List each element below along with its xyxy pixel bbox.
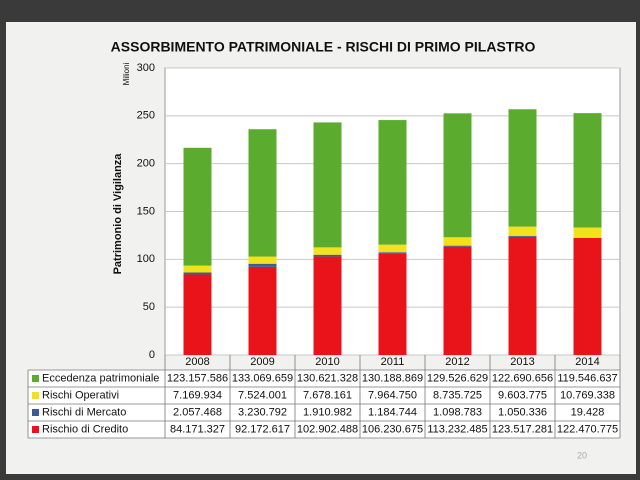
table-value: 119.546.637 bbox=[557, 372, 617, 384]
y-tick-label: 250 bbox=[137, 110, 155, 122]
bar-segment bbox=[313, 254, 342, 257]
x-tick-label: 2011 bbox=[381, 356, 405, 368]
bar-segment bbox=[183, 274, 212, 355]
bar-segment bbox=[508, 109, 537, 227]
table-value: 2.057.468 bbox=[173, 406, 222, 418]
bar-segment bbox=[573, 237, 602, 355]
table-value: 122.690.656 bbox=[492, 372, 553, 384]
x-tick-label: 2008 bbox=[185, 356, 209, 368]
table-value: 129.526.629 bbox=[427, 372, 488, 384]
table-value: 102.902.488 bbox=[297, 423, 358, 435]
table-value: 7.524.001 bbox=[238, 389, 287, 401]
bar-segment bbox=[313, 247, 342, 255]
table-value: 122.470.775 bbox=[557, 423, 618, 435]
table-value: 3.230.792 bbox=[238, 406, 287, 418]
bar-segment bbox=[183, 265, 212, 273]
x-tick-label: 2014 bbox=[575, 356, 599, 368]
table-value: 133.069.659 bbox=[232, 372, 293, 384]
table-value: 130.621.328 bbox=[297, 372, 358, 384]
bar-segment bbox=[443, 245, 472, 247]
bar-segment bbox=[378, 120, 407, 245]
bar-segment bbox=[508, 236, 537, 355]
y-tick-label: 300 bbox=[137, 62, 155, 74]
bar-segment bbox=[573, 227, 602, 238]
bar-segment bbox=[378, 244, 407, 253]
y-tick-label: 50 bbox=[143, 301, 155, 313]
x-tick-label: 2012 bbox=[445, 356, 469, 368]
legend-label: Rischi di Mercato bbox=[42, 406, 126, 418]
bar-segment bbox=[313, 256, 342, 355]
bar-segment bbox=[443, 113, 472, 238]
y-tick-label: 200 bbox=[137, 158, 155, 170]
bar-segment bbox=[313, 122, 342, 248]
x-tick-label: 2013 bbox=[510, 356, 534, 368]
legend-label: Rischi Operativi bbox=[42, 389, 119, 401]
table-value: 92.172.617 bbox=[235, 423, 290, 435]
legend-swatch bbox=[32, 392, 39, 399]
table-value: 7.169.934 bbox=[173, 389, 222, 401]
table-value: 130.188.869 bbox=[362, 372, 423, 384]
table-value: 113.232.485 bbox=[427, 423, 487, 435]
bar-segment bbox=[183, 147, 212, 266]
bar-segment bbox=[378, 252, 407, 254]
bar-segment bbox=[443, 246, 472, 355]
y-tick-label: 0 bbox=[149, 349, 155, 361]
table-value: 7.964.750 bbox=[368, 389, 417, 401]
table-value: 1.050.336 bbox=[498, 406, 547, 418]
table-value: 1.184.744 bbox=[368, 406, 417, 418]
table-value: 123.157.586 bbox=[167, 372, 228, 384]
bar-segment bbox=[508, 235, 537, 237]
legend-swatch bbox=[32, 409, 39, 416]
slide-number: 20 bbox=[577, 450, 587, 460]
bar-segment bbox=[573, 113, 602, 228]
y-tick-label: 150 bbox=[137, 205, 155, 217]
bar-segment bbox=[248, 256, 277, 264]
legend-swatch bbox=[32, 375, 39, 382]
bar-segment bbox=[183, 272, 212, 275]
table-value: 8.735.725 bbox=[433, 389, 482, 401]
legend-label: Eccedenza patrimoniale bbox=[42, 372, 159, 384]
bar-segment bbox=[378, 253, 407, 355]
legend-swatch bbox=[32, 426, 39, 433]
table-value: 106.230.675 bbox=[362, 423, 423, 435]
table-value: 84.171.327 bbox=[170, 423, 225, 435]
table-value: 1.910.982 bbox=[303, 406, 352, 418]
y-axis-label: Patrimonio di Vigilanza bbox=[112, 153, 124, 275]
x-tick-label: 2010 bbox=[315, 356, 339, 368]
table-value: 7.678.161 bbox=[303, 389, 352, 401]
table-value: 1.098.783 bbox=[433, 406, 482, 418]
x-tick-label: 2009 bbox=[250, 356, 274, 368]
bar-segment bbox=[248, 129, 277, 257]
y-tick-label: 100 bbox=[137, 253, 155, 265]
units-label: Milioni bbox=[122, 62, 131, 85]
bar-segment bbox=[248, 263, 277, 267]
table-value: 9.603.775 bbox=[498, 389, 547, 401]
table-value: 19.428 bbox=[571, 406, 605, 418]
chart-title: ASSORBIMENTO PATRIMONIALE - RISCHI DI PR… bbox=[111, 39, 536, 55]
bar-segment bbox=[508, 226, 537, 236]
table-value: 123.517.281 bbox=[492, 423, 553, 435]
bar-segment bbox=[443, 237, 472, 246]
table-value: 10.769.338 bbox=[560, 389, 615, 401]
bar-segment bbox=[248, 266, 277, 355]
legend-label: Rischio di Credito bbox=[42, 423, 128, 435]
